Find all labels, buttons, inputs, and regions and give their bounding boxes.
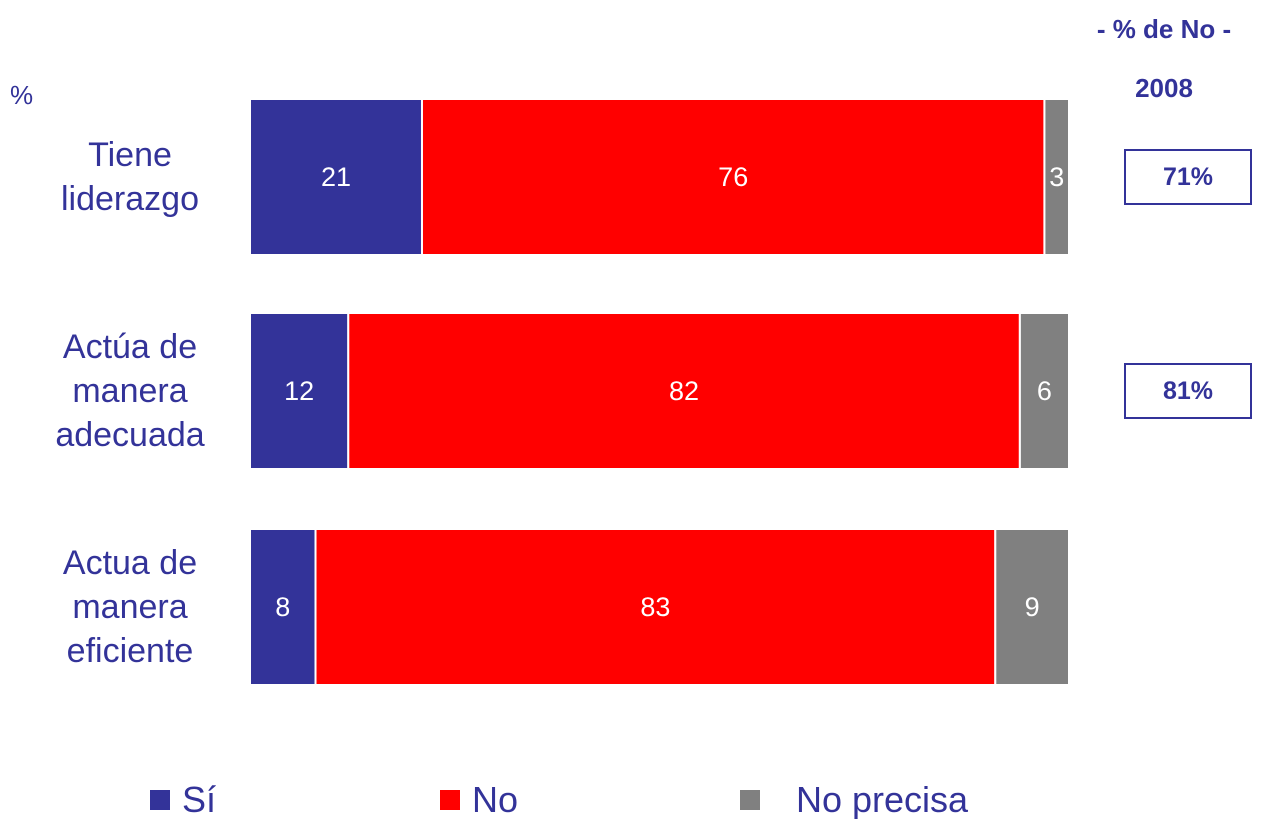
data-label-si-3: 8 xyxy=(275,592,290,622)
legend-swatch-si xyxy=(150,790,170,810)
legend-label-si: Sí xyxy=(182,779,217,819)
data-label-no-precisa-1: 3 xyxy=(1049,162,1064,192)
bar-si-3 xyxy=(249,528,317,686)
bar-no-3 xyxy=(314,528,997,686)
data-label-no-precisa-3: 9 xyxy=(1025,592,1040,622)
side-value-2008-1: 71% xyxy=(1124,149,1252,205)
category-label-2: Actúa de manera adecuada xyxy=(55,328,205,454)
side-header-year: 2008 xyxy=(1135,73,1193,103)
bar-si-2 xyxy=(249,312,350,470)
category-label-3: Actua de manera eficiente xyxy=(62,544,198,670)
bar-no-precisa-2 xyxy=(1018,312,1070,470)
legend-swatch-no-precisa xyxy=(740,790,760,810)
data-label-no-2: 82 xyxy=(669,376,699,406)
legend-item-no-precisa: No precisa xyxy=(740,776,968,819)
legend-item-si: Sí xyxy=(150,776,216,819)
legend-label-no-precisa: No precisa xyxy=(796,779,969,819)
bar-no-precisa-1 xyxy=(1043,98,1071,256)
legend-label-no: No xyxy=(472,779,519,819)
legend-swatch-no xyxy=(440,790,460,810)
data-label-no-3: 83 xyxy=(640,592,670,622)
data-label-si-1: 21 xyxy=(321,162,351,192)
unit-label: % xyxy=(10,80,34,110)
bar-no-2 xyxy=(347,312,1021,470)
side-value-2008-2: 81% xyxy=(1124,363,1252,419)
data-label-no-1: 76 xyxy=(718,162,748,192)
legend-item-no: No xyxy=(440,776,518,819)
bar-no-1 xyxy=(420,98,1046,256)
category-label-1: Tiene liderazgo xyxy=(61,136,199,218)
data-label-si-2: 12 xyxy=(284,376,314,406)
data-label-no-precisa-2: 6 xyxy=(1037,376,1052,406)
side-header-title: - % de No - xyxy=(1096,14,1232,44)
bar-no-precisa-3 xyxy=(994,528,1070,686)
